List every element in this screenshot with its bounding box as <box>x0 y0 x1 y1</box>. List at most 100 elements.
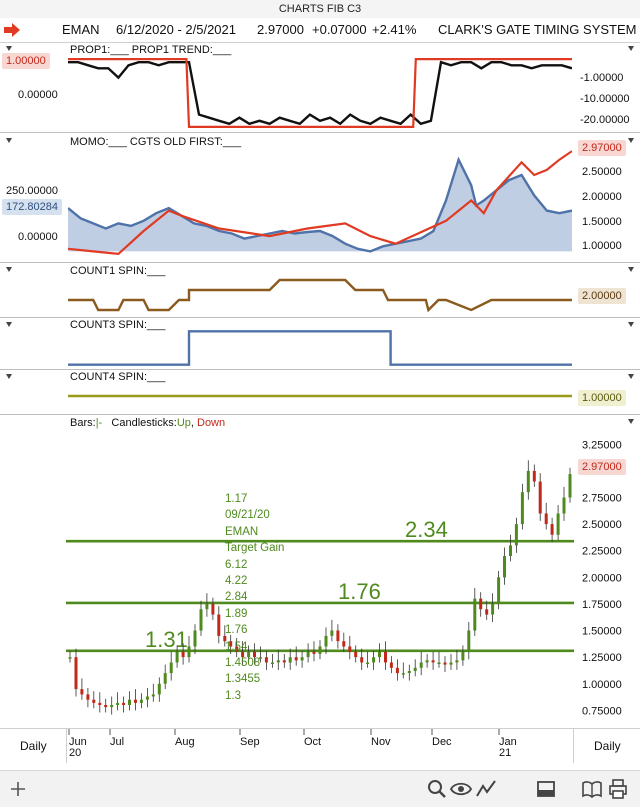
eye-icon[interactable] <box>449 777 473 801</box>
candle-body <box>461 651 465 661</box>
price-axis-label: 2.75000 <box>582 493 622 505</box>
count1-plot <box>68 278 572 313</box>
candle-body <box>98 702 102 705</box>
momo-axis-left-1: 0.00000 <box>18 231 58 243</box>
annotation-line: 1.3 <box>225 689 241 702</box>
time-axis: Daily Daily Jun Jul Aug Sep Oct Nov Dec Jan 20 21 <box>0 728 640 763</box>
candle-body <box>92 699 96 703</box>
add-icon[interactable] <box>6 777 30 801</box>
year-label: 20 <box>69 747 81 759</box>
annotation-line: 1.4508 <box>225 657 261 670</box>
prop1-axis-right-0: -1.00000 <box>580 72 624 84</box>
annotation-line: 1.3455 <box>225 673 261 686</box>
prop1-panel[interactable]: PROP1:___ PROP1 TREND:___ 1.00000 0.0000… <box>0 42 640 133</box>
candle-body <box>437 662 441 664</box>
candle-body <box>497 577 501 604</box>
book-icon[interactable] <box>580 777 604 801</box>
candle-body <box>211 603 215 615</box>
candle-body <box>336 630 340 642</box>
candle-body <box>395 667 399 674</box>
count4-panel[interactable]: COUNT4 SPIN:___ 1.00000 <box>0 370 640 415</box>
candle-body <box>145 696 149 700</box>
panel-menu-icon[interactable] <box>628 419 634 424</box>
candle-body <box>253 651 256 658</box>
month-label: Dec <box>432 736 452 748</box>
candle-body <box>259 657 262 659</box>
count1-panel[interactable]: COUNT1 SPIN:___ 2.00000 <box>0 263 640 318</box>
panel-menu-icon[interactable] <box>628 267 634 272</box>
candle-body <box>520 492 524 525</box>
bottom-toolbar <box>0 770 640 807</box>
panel-menu-icon[interactable] <box>628 46 634 51</box>
candle-body <box>324 635 328 647</box>
candle-body <box>485 609 489 615</box>
timeframe-left[interactable]: Daily <box>0 729 67 763</box>
panel-menu-icon[interactable] <box>628 374 634 379</box>
candle-body <box>217 614 221 636</box>
momo-area <box>68 159 572 252</box>
month-label: Jan <box>499 736 517 748</box>
window-title: CHARTS FIB C3 <box>0 0 640 18</box>
search-icon[interactable] <box>425 777 449 801</box>
candle-body <box>425 660 429 663</box>
legend-candles: Candlesticks: <box>111 417 177 429</box>
candle-body <box>550 524 554 535</box>
annotation-line: 2.84 <box>225 591 248 604</box>
count3-plot <box>68 330 572 366</box>
panel-menu-icon[interactable] <box>6 46 12 51</box>
candle-body <box>491 603 495 615</box>
candle-body <box>223 635 227 642</box>
count1-title: COUNT1 SPIN:___ <box>70 265 166 277</box>
momo-panel[interactable]: MOMO:___ CGTS OLD FIRST:___ 250.00000 17… <box>0 133 640 263</box>
legend-bars: Bars: <box>70 417 96 429</box>
count4-right-tag: 1.00000 <box>578 390 626 406</box>
candle-body <box>300 657 304 661</box>
print-icon[interactable] <box>606 777 630 801</box>
candle-body <box>526 470 530 493</box>
indicator-icon[interactable] <box>474 777 498 801</box>
legend-up: Up <box>176 417 191 429</box>
arrow-right-icon[interactable] <box>4 23 20 37</box>
system-name: CLARK'S GATE TIMING SYSTEM <box>438 22 637 37</box>
price-panel[interactable]: Bars:|- Candlesticks:Up, Down 2.97000 0.… <box>0 415 640 728</box>
timeframe-right[interactable]: Daily <box>573 729 640 763</box>
series-line-0 <box>68 278 572 313</box>
panel-menu-icon[interactable] <box>628 322 634 327</box>
candle-body <box>294 657 298 661</box>
count3-panel[interactable]: COUNT3 SPIN:___ <box>0 318 640 370</box>
candle-body <box>187 646 191 658</box>
candle-body <box>276 660 280 663</box>
candle-body <box>330 630 334 636</box>
count4-title: COUNT4 SPIN:___ <box>70 371 166 383</box>
series-line-1 <box>68 58 572 128</box>
panel-menu-icon[interactable] <box>6 322 12 327</box>
timeframe-left-label: Daily <box>20 739 47 753</box>
candle-body <box>443 662 447 665</box>
candle-body <box>360 657 364 663</box>
candle-body <box>348 646 352 652</box>
momo-title: MOMO:___ CGTS OLD FIRST:___ <box>70 136 242 148</box>
price-axis-label: 0.75000 <box>582 705 622 717</box>
month-label: Nov <box>371 736 391 748</box>
panel-menu-icon[interactable] <box>6 267 12 272</box>
candle-body <box>163 673 167 684</box>
level-label: 2.34 <box>405 517 448 542</box>
momo-axis-right-3: 1.00000 <box>582 240 622 252</box>
count3-title: COUNT3 SPIN:___ <box>70 319 166 331</box>
candle-body <box>384 651 387 663</box>
prop1-left-tag: 1.00000 <box>2 53 50 69</box>
panel-icon[interactable] <box>534 777 558 801</box>
panel-menu-icon[interactable] <box>6 138 12 143</box>
panel-menu-icon[interactable] <box>6 374 12 379</box>
symbol-label[interactable]: EMAN <box>62 22 100 37</box>
panel-menu-icon[interactable] <box>628 138 634 143</box>
price-plot: 0.75000 1.00000 1.25000 1.50000 1.75000 2.000… <box>66 439 622 717</box>
count1-right-tag: 2.00000 <box>578 288 626 304</box>
candle-body <box>128 699 131 705</box>
annotation-line: 1.17 <box>225 493 248 505</box>
level-label: 1.76 <box>338 579 381 604</box>
legend-down: Down <box>197 417 226 429</box>
candle-body <box>157 683 161 695</box>
candle-body <box>568 474 572 498</box>
candle-body <box>449 662 453 665</box>
